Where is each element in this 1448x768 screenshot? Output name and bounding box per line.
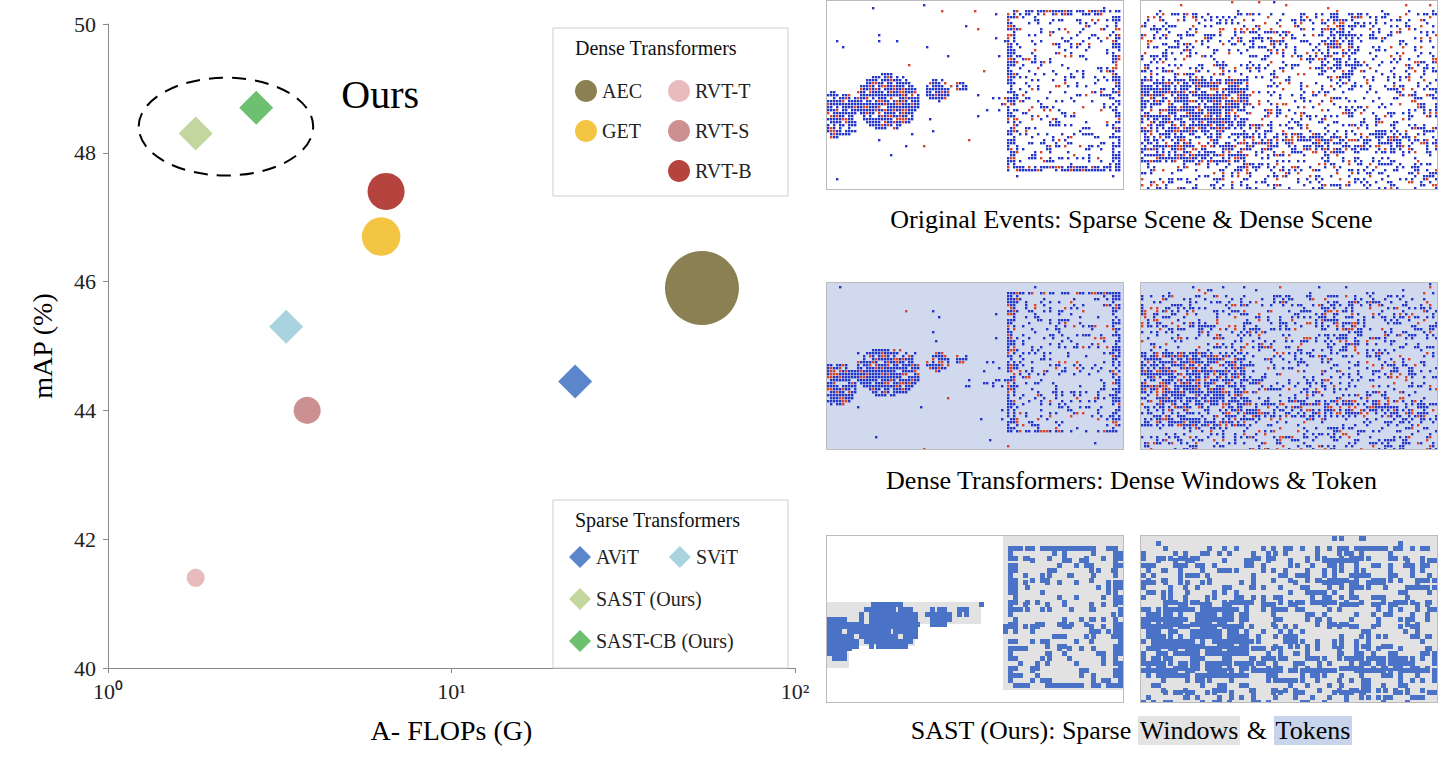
svg-text:44: 44 bbox=[74, 398, 96, 423]
svg-text:Dense Transformers: Dense Transformers bbox=[575, 37, 737, 59]
svg-text:SViT: SViT bbox=[696, 546, 738, 568]
svg-text:RVT-S: RVT-S bbox=[695, 120, 749, 142]
svg-text:10¹: 10¹ bbox=[437, 679, 466, 704]
svg-text:40: 40 bbox=[74, 656, 96, 681]
svg-text:RVT-T: RVT-T bbox=[695, 80, 750, 102]
svg-text:RVT-B: RVT-B bbox=[695, 160, 752, 182]
svg-text:GET: GET bbox=[602, 120, 641, 142]
svg-text:Ours: Ours bbox=[341, 72, 419, 117]
svg-text:SAST (Ours): SAST (Ours) bbox=[596, 588, 702, 611]
html-text:Dense Transformers: Dense Wind: Dense Transformers: Dense Windows & Toke… bbox=[886, 466, 1377, 495]
svg-text:AEC: AEC bbox=[602, 80, 642, 102]
svg-text:48: 48 bbox=[74, 140, 96, 165]
svg-text:mAP (%): mAP (%) bbox=[27, 293, 58, 399]
html-text:SAST (Ours): Sparse Windows &: SAST (Ours): Sparse Windows & Tokens bbox=[910, 716, 1351, 745]
svg-text:A- FLOPs (G): A- FLOPs (G) bbox=[371, 715, 533, 746]
svg-text:10⁰: 10⁰ bbox=[93, 679, 123, 704]
html-text:Original Events: Sparse Scene: Original Events: Sparse Scene & Dense Sc… bbox=[890, 205, 1373, 234]
svg-text:46: 46 bbox=[74, 269, 96, 294]
svg-text:10²: 10² bbox=[781, 679, 810, 704]
svg-text:50: 50 bbox=[74, 12, 96, 37]
svg-text:42: 42 bbox=[74, 527, 96, 552]
svg-text:Sparse Transformers: Sparse Transformers bbox=[575, 509, 740, 532]
svg-text:SAST-CB (Ours): SAST-CB (Ours) bbox=[596, 630, 734, 653]
svg-text:AViT: AViT bbox=[596, 546, 639, 568]
